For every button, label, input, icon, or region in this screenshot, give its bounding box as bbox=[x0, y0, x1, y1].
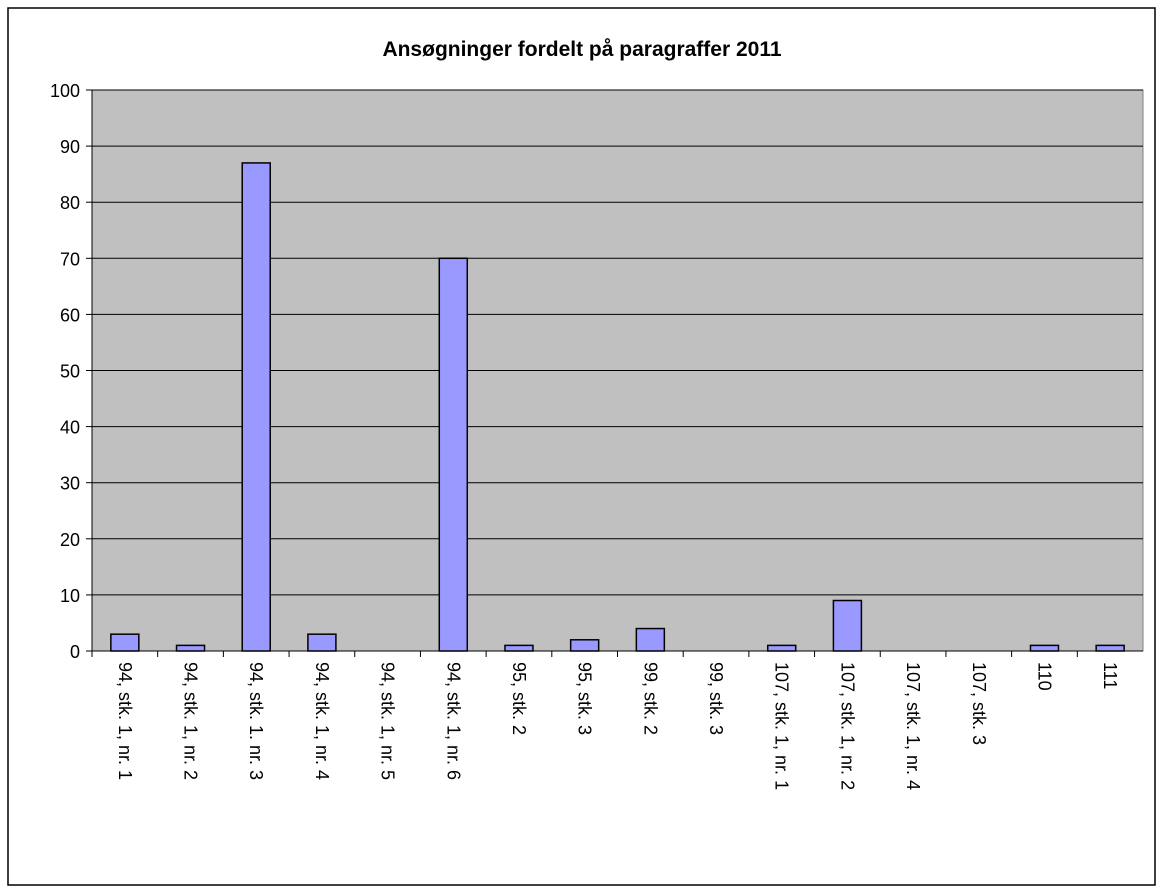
y-tick-label: 60 bbox=[60, 305, 80, 325]
y-tick-label: 80 bbox=[60, 193, 80, 213]
bar bbox=[1095, 644, 1125, 652]
x-tick-label: 99, stk. 2 bbox=[640, 662, 660, 735]
x-tick-label: 111 bbox=[1100, 662, 1120, 689]
y-tick-label: 90 bbox=[60, 137, 80, 157]
x-tick-label: 94, stk. 1, nr. 5 bbox=[378, 662, 398, 780]
bar bbox=[110, 633, 140, 652]
bar bbox=[1029, 644, 1060, 652]
x-tick-label: 107, stk. 3 bbox=[969, 662, 989, 745]
x-tick-label: 99, stk. 3 bbox=[706, 662, 726, 735]
chart-title: Ansøgninger fordelt på paragraffer 2011 bbox=[382, 38, 781, 61]
bar bbox=[832, 599, 863, 652]
x-tick-label: 94, stk. 1. nr. 3 bbox=[246, 662, 266, 780]
bar bbox=[766, 644, 797, 652]
bar bbox=[307, 633, 337, 652]
y-tick-label: 70 bbox=[60, 249, 80, 269]
y-tick-label: 20 bbox=[60, 530, 80, 550]
y-tick-label: 0 bbox=[70, 642, 80, 662]
bar bbox=[241, 162, 271, 652]
y-tick-label: 10 bbox=[60, 586, 80, 606]
x-tick-label: 95, stk. 3 bbox=[575, 662, 595, 735]
x-tick-label: 94, stk. 1, nr. 1 bbox=[115, 662, 135, 780]
x-tick-label: 110 bbox=[1034, 662, 1054, 691]
x-tick-label: 94, stk. 1, nr. 6 bbox=[443, 662, 463, 780]
x-tick-label: 107, stk. 1, nr. 4 bbox=[903, 662, 923, 790]
bar bbox=[569, 639, 600, 652]
bar bbox=[438, 257, 469, 652]
y-tick-label: 40 bbox=[60, 418, 80, 438]
x-tick-label: 107, stk. 1, nr. 1 bbox=[772, 662, 792, 790]
x-tick-label: 94, stk. 1, nr. 4 bbox=[312, 662, 332, 780]
bar bbox=[635, 627, 666, 652]
y-tick-label: 50 bbox=[60, 362, 80, 382]
x-tick-label: 94, stk. 1, nr. 2 bbox=[181, 662, 201, 780]
x-tick-label: 95, stk. 2 bbox=[509, 662, 529, 735]
y-tick-label: 100 bbox=[50, 81, 80, 101]
bar bbox=[175, 644, 206, 652]
x-tick-label: 107, stk. 1, nr. 2 bbox=[837, 662, 857, 790]
y-tick-label: 30 bbox=[60, 474, 80, 494]
bar bbox=[504, 644, 534, 652]
